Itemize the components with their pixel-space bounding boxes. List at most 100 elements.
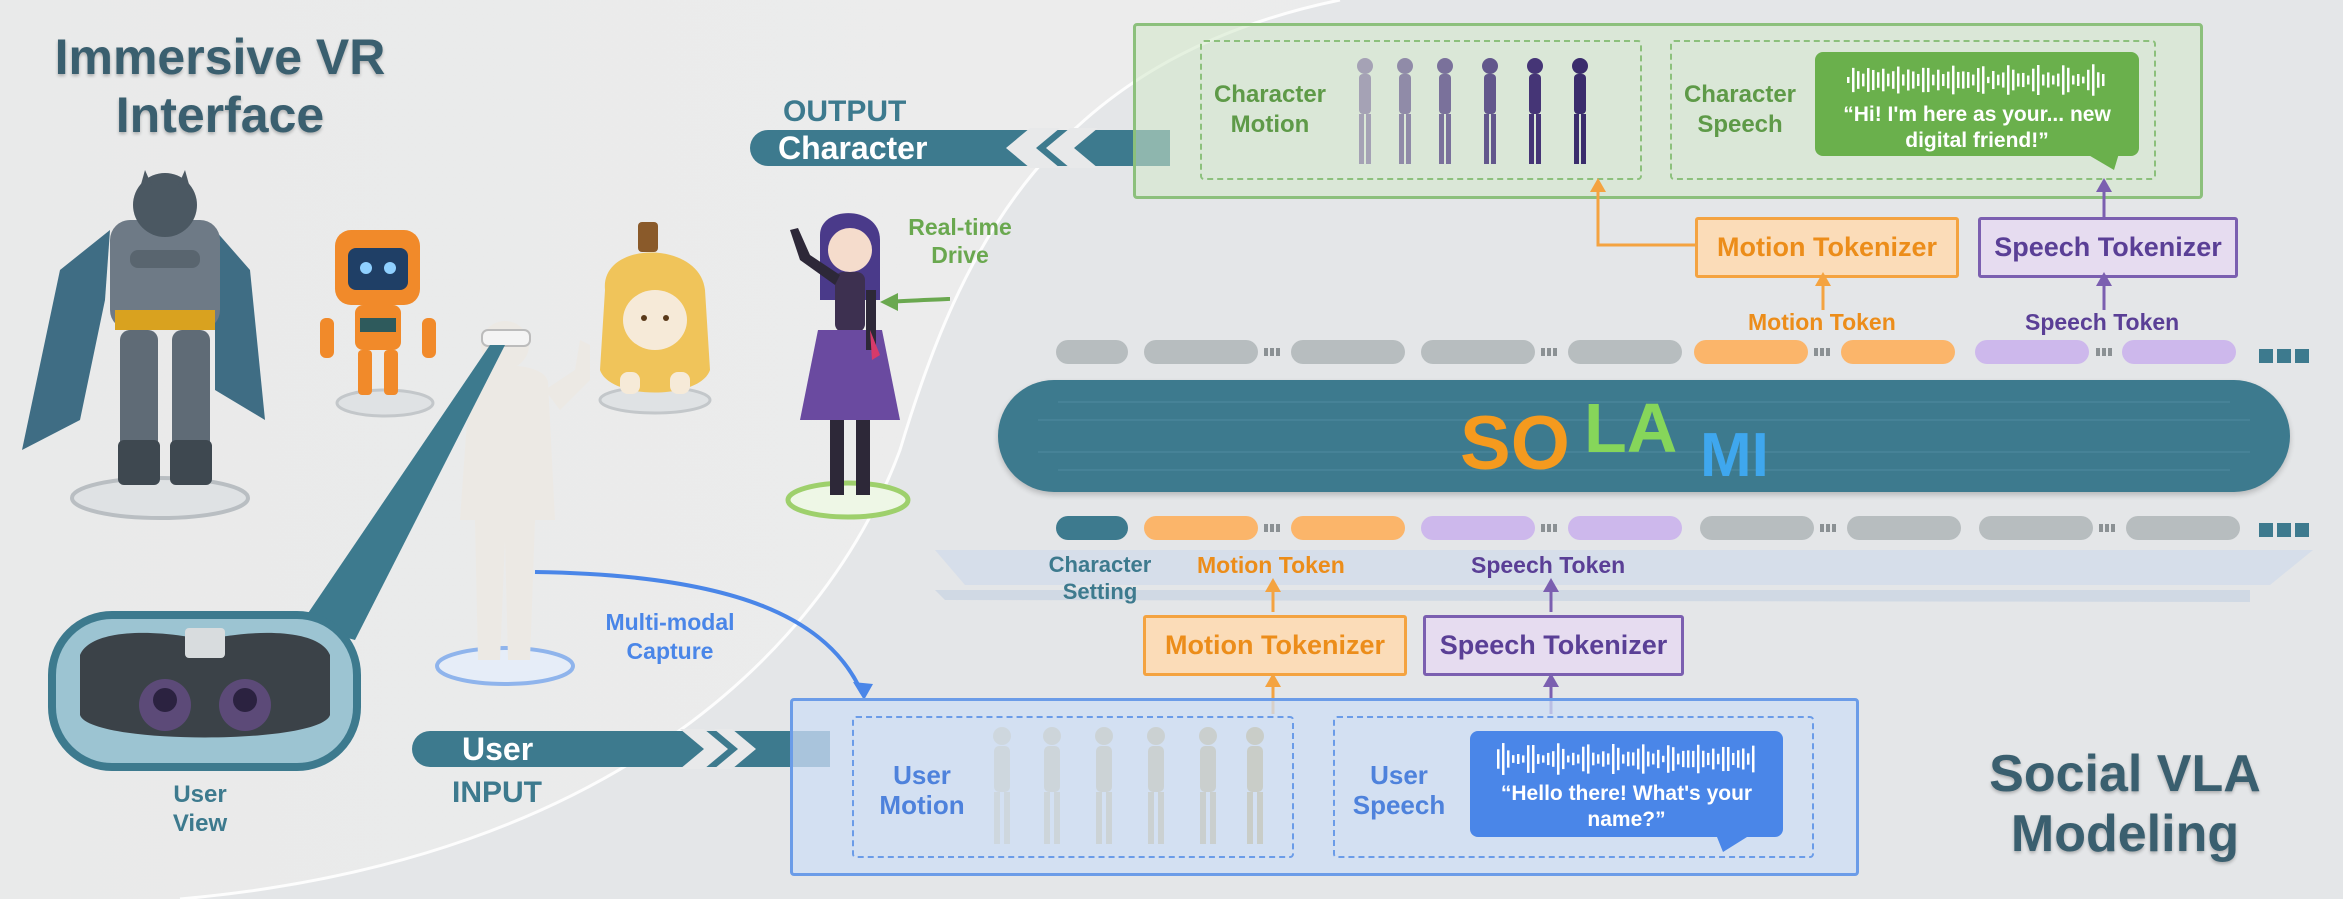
- character-speech-label: Character Speech: [1675, 80, 1805, 140]
- output-chevrons: [1006, 128, 1098, 168]
- waveform-bar: [1586, 744, 1589, 774]
- waveform-bar: [1967, 72, 1970, 88]
- waveform-bar: [1556, 743, 1559, 775]
- user-speech-text-line2: name?”: [1587, 808, 1666, 831]
- user-bubble-tail: [1715, 832, 1755, 852]
- waveform-bar: [1962, 71, 1965, 89]
- character-motion-label-line2: Motion: [1230, 111, 1310, 138]
- top-speech-tokenizer: Speech Tokenizer: [1978, 217, 2238, 278]
- user-input-banner-label: User: [462, 730, 534, 767]
- waveform-bar: [1581, 746, 1584, 772]
- user-input-banner: User: [412, 731, 830, 767]
- token-pill: [1847, 516, 1961, 540]
- waveform-bar: [1887, 73, 1890, 87]
- bottom-speech-token-label: Speech Token: [1471, 552, 1626, 578]
- vr-headset-zoom: [48, 611, 361, 771]
- token-ellipsis: [1264, 524, 1280, 532]
- waveform-bar: [1957, 71, 1960, 89]
- waveform-bar: [1937, 69, 1940, 91]
- motion-token-pill: [1694, 340, 1808, 364]
- character-setting-label-line2: Setting: [1062, 579, 1138, 604]
- character-bubble-tail: [2080, 150, 2120, 170]
- waveform-bar: [1917, 73, 1920, 87]
- waveform-bar: [1746, 753, 1749, 765]
- waveform-bar: [1496, 749, 1499, 769]
- top-speech-token-label: Speech Token: [2025, 309, 2180, 335]
- waveform-bar: [1566, 755, 1569, 763]
- speech-token-pill: [1568, 516, 1682, 540]
- user-motion-panel: [852, 716, 1294, 858]
- waveform-bar: [1912, 71, 1915, 89]
- waveform-bar: [1731, 752, 1734, 766]
- waveform-bar: [1516, 753, 1519, 765]
- waveform-bar: [1521, 755, 1524, 763]
- bottom-speech-tokenizer: Speech Tokenizer: [1423, 615, 1684, 676]
- token-pill: [1700, 516, 1814, 540]
- user-waveform-icon: [1496, 743, 1754, 775]
- user-view-label: User View: [150, 780, 250, 838]
- immersive-vr-title-line1: Immersive VR: [54, 29, 386, 85]
- waveform-bar: [1501, 743, 1504, 775]
- waveform-bar: [1922, 67, 1925, 93]
- solami-logo: SO LA MI: [1460, 389, 1810, 490]
- character-speech-bubble: “Hi! I'm here as your... new digital fri…: [1815, 52, 2139, 156]
- waveform-bar: [2102, 74, 2105, 86]
- top-motion-tokenizer-label: Motion Tokenizer: [1717, 232, 1937, 262]
- character-motion-panel: [1200, 40, 1642, 180]
- waveform-bar: [1656, 749, 1659, 769]
- waveform-bar: [1546, 752, 1549, 766]
- token-ellipsis: [1820, 524, 1836, 532]
- waveform-bar: [1691, 750, 1694, 768]
- waveform-bar: [1626, 751, 1629, 767]
- waveform-bar: [1872, 69, 1875, 91]
- waveform-bar: [1696, 744, 1699, 774]
- waveform-bar: [2037, 64, 2040, 96]
- token-pill: [1144, 340, 1258, 364]
- user-motion-label: User Motion: [857, 760, 987, 820]
- waveform-bar: [1977, 68, 1980, 92]
- input-tag: INPUT: [452, 776, 542, 809]
- waveform-bar: [2057, 73, 2060, 87]
- waveform-bar: [1531, 744, 1534, 774]
- character-speech-text-line1: “Hi! I'm here as your... new: [1843, 103, 2111, 126]
- waveform-bar: [2077, 74, 2080, 86]
- motion-token-pill: [1841, 340, 1955, 364]
- waveform-bar: [1536, 754, 1539, 764]
- realtime-drive-label-line2: Drive: [931, 242, 989, 268]
- waveform-bar: [1671, 747, 1674, 771]
- waveform-bar: [2047, 72, 2050, 88]
- top-motion-token-label: Motion Token: [1748, 309, 1896, 335]
- user-speech-label-line1: User: [1370, 760, 1428, 790]
- waveform-bar: [1726, 746, 1729, 772]
- waveform-bar: [1596, 754, 1599, 764]
- input-chevrons: [680, 729, 756, 769]
- waveform-bar: [1987, 76, 1990, 84]
- immersive-vr-title-line2: Interface: [115, 87, 325, 143]
- waveform-bar: [1902, 74, 1905, 86]
- waveform-bar: [1716, 753, 1719, 765]
- waveform-bar: [1992, 70, 1995, 90]
- orange-robot-figure: [320, 230, 436, 395]
- waveform-bar: [1847, 77, 1850, 83]
- waveform-bar: [1867, 68, 1870, 92]
- waveform-bar: [1972, 74, 1975, 86]
- token-pill: [1979, 516, 2093, 540]
- multimodal-capture-label-line2: Capture: [626, 638, 714, 664]
- character-setting-label: Character Setting: [1025, 551, 1175, 605]
- waveform-bar: [2052, 75, 2055, 85]
- waveform-bar: [1907, 69, 1910, 91]
- top-motion-tokenizer: Motion Tokenizer: [1695, 217, 1959, 278]
- user-speech-bubble: “Hello there! What's your name?”: [1470, 731, 1783, 837]
- waveform-bar: [1952, 65, 1955, 95]
- waveform-bar: [1862, 73, 1865, 87]
- realtime-drive-label: Real-time Drive: [880, 213, 1040, 269]
- waveform-bar: [2007, 65, 2010, 95]
- waveform-bar: [1661, 755, 1664, 763]
- logo-so: SO: [1460, 401, 1570, 486]
- waveform-bar: [1646, 751, 1649, 767]
- token-pill: [1056, 340, 1128, 364]
- user-speech-label: User Speech: [1338, 760, 1460, 820]
- continuation-square: [2259, 523, 2273, 537]
- immersive-vr-title: Immersive VR Interface: [20, 28, 420, 144]
- speech-token-pill: [1975, 340, 2089, 364]
